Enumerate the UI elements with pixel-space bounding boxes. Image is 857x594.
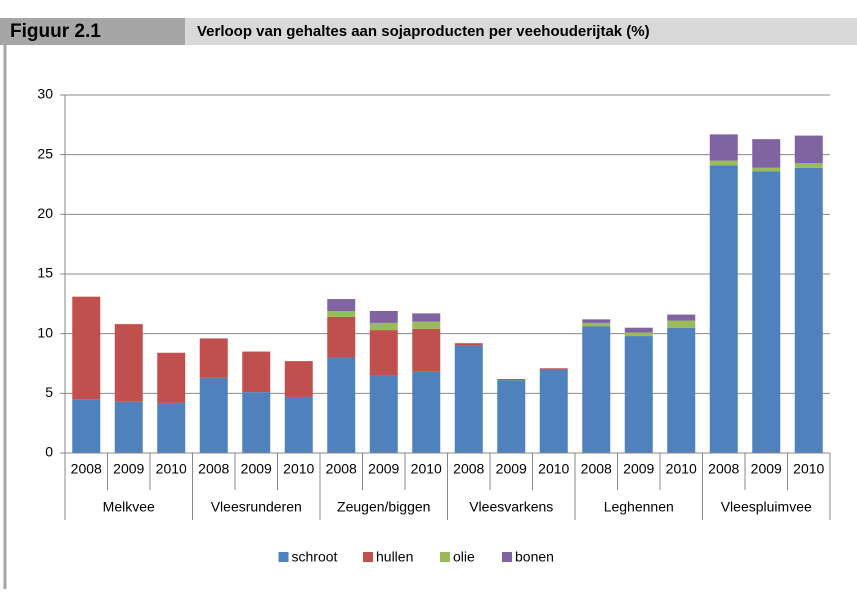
x-tick-label: 2008 bbox=[708, 461, 739, 477]
y-tick-label: 0 bbox=[45, 444, 53, 460]
bar-segment bbox=[624, 336, 653, 453]
bar-segment bbox=[199, 377, 228, 453]
bar-segment bbox=[497, 379, 526, 381]
x-tick-label: 2009 bbox=[113, 461, 144, 477]
legend-label: hullen bbox=[376, 549, 413, 565]
x-tick-label: 2009 bbox=[496, 461, 527, 477]
bar-segment bbox=[709, 134, 738, 161]
x-tick-label: 2010 bbox=[538, 461, 569, 477]
x-tick-label: 2009 bbox=[241, 461, 272, 477]
bar-segment bbox=[497, 380, 526, 453]
bar-segment bbox=[752, 167, 781, 172]
bar-segment bbox=[369, 375, 398, 453]
title-box bbox=[185, 18, 857, 45]
bar-segment bbox=[369, 310, 398, 323]
bar-segment bbox=[327, 316, 356, 358]
legend-swatch bbox=[440, 552, 450, 562]
group-label: Vleesrunderen bbox=[211, 499, 302, 515]
y-tick-label: 25 bbox=[37, 145, 53, 161]
x-tick-label: 2009 bbox=[751, 461, 782, 477]
legend-swatch bbox=[502, 552, 512, 562]
figure-label: Figuur 2.1 bbox=[10, 21, 101, 42]
y-tick-label: 20 bbox=[37, 205, 53, 221]
bar-segment bbox=[114, 324, 143, 402]
bar-segment bbox=[327, 299, 356, 311]
bar-segment bbox=[412, 313, 441, 322]
x-tick-label: 2009 bbox=[623, 461, 654, 477]
bar-segment bbox=[794, 135, 823, 164]
bar-segment bbox=[794, 167, 823, 453]
bar-segment bbox=[624, 327, 653, 333]
group-label: Leghennen bbox=[604, 499, 674, 515]
x-tick-label: 2010 bbox=[283, 461, 314, 477]
bar-segment bbox=[327, 357, 356, 453]
figure-box bbox=[0, 18, 185, 45]
bar-segment bbox=[752, 171, 781, 453]
bar-segment bbox=[369, 330, 398, 376]
bar-segment bbox=[667, 327, 696, 453]
legend-swatch bbox=[363, 552, 373, 562]
bar-segment bbox=[114, 401, 143, 453]
bar-segment bbox=[454, 345, 483, 453]
bar-segment bbox=[327, 310, 356, 317]
bar-segment bbox=[412, 321, 441, 329]
bar-segment bbox=[794, 163, 823, 168]
x-tick-label: 2008 bbox=[326, 461, 357, 477]
x-tick-label: 2010 bbox=[793, 461, 824, 477]
y-tick-label: 5 bbox=[45, 384, 53, 400]
bar-segment bbox=[454, 343, 483, 346]
x-tick-label: 2008 bbox=[71, 461, 102, 477]
x-tick-label: 2009 bbox=[368, 461, 399, 477]
x-tick-label: 2010 bbox=[411, 461, 442, 477]
bar-segment bbox=[72, 399, 101, 453]
y-tick-label: 15 bbox=[37, 265, 53, 281]
bar-segment bbox=[667, 320, 696, 328]
x-tick-label: 2010 bbox=[156, 461, 187, 477]
bar-segment bbox=[284, 396, 313, 453]
x-tick-label: 2008 bbox=[198, 461, 229, 477]
bar-segment bbox=[157, 402, 186, 453]
bar-segment bbox=[667, 314, 696, 321]
x-tick-label: 2008 bbox=[453, 461, 484, 477]
x-tick-label: 2008 bbox=[581, 461, 612, 477]
bar-segment bbox=[412, 371, 441, 453]
legend-label: olie bbox=[453, 549, 475, 565]
bar-segment bbox=[709, 165, 738, 453]
group-label: Vleespluimvee bbox=[721, 499, 812, 515]
bar-segment bbox=[242, 351, 271, 393]
bar-segment bbox=[284, 361, 313, 397]
bar-segment bbox=[539, 368, 568, 370]
bar-segment bbox=[709, 160, 738, 166]
y-tick-label: 10 bbox=[37, 324, 53, 340]
bar-segment bbox=[539, 369, 568, 453]
group-label: Vleesvarkens bbox=[469, 499, 553, 515]
bar-segment bbox=[412, 328, 441, 372]
bar-segment bbox=[369, 322, 398, 331]
legend-label: schroot bbox=[292, 549, 338, 565]
bar-segment bbox=[582, 326, 611, 453]
bar-segment bbox=[72, 296, 101, 400]
legend-label: bonen bbox=[515, 549, 554, 565]
bar-segment bbox=[582, 322, 611, 327]
bar-segment bbox=[752, 139, 781, 168]
bar-segment bbox=[157, 352, 186, 403]
bar-segment bbox=[242, 392, 271, 453]
bar-segment bbox=[582, 319, 611, 323]
x-tick-label: 2010 bbox=[666, 461, 697, 477]
bar-segment bbox=[624, 332, 653, 337]
legend-swatch bbox=[278, 552, 289, 562]
chart-title: Verloop van gehaltes aan sojaproducten p… bbox=[197, 23, 650, 40]
y-tick-label: 30 bbox=[37, 86, 53, 102]
group-label: Melkvee bbox=[103, 499, 155, 515]
bar-segment bbox=[199, 338, 228, 378]
group-label: Zeugen/biggen bbox=[337, 499, 430, 515]
